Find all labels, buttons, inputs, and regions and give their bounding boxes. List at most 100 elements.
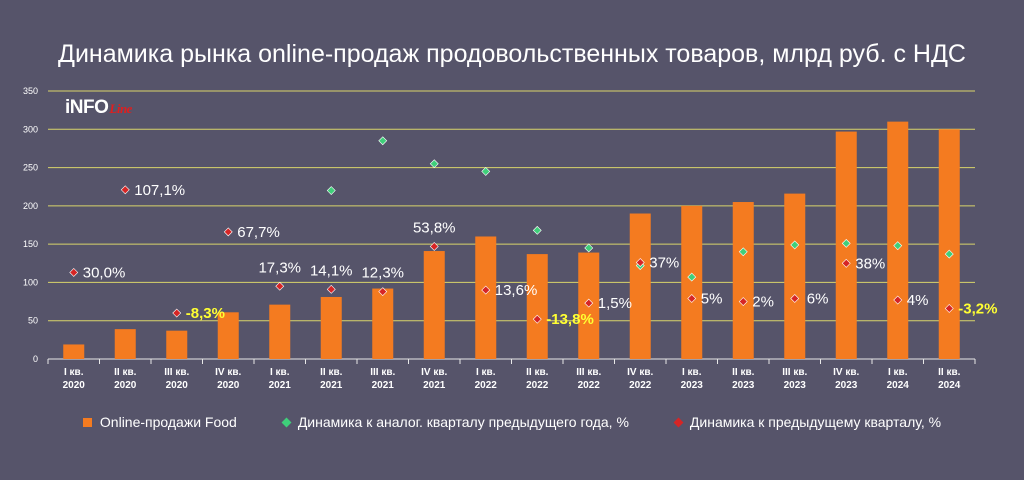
y-tick-label: 200 bbox=[23, 201, 38, 211]
bar bbox=[217, 312, 239, 359]
logo-main: iNFO bbox=[65, 97, 109, 118]
x-tick-label-quarter: IV кв. bbox=[627, 367, 653, 378]
x-tick-label-quarter: I кв. bbox=[64, 367, 84, 378]
qoq-marker bbox=[275, 281, 285, 291]
x-tick-label-quarter: II кв. bbox=[938, 367, 960, 378]
bar bbox=[320, 296, 342, 359]
bar bbox=[269, 304, 291, 359]
x-tick-label-quarter: II кв. bbox=[320, 367, 342, 378]
chart-title: Динамика рынка online-продаж продовольст… bbox=[58, 40, 966, 68]
y-tick-label: 100 bbox=[23, 277, 38, 287]
y-tick-label: 250 bbox=[23, 163, 38, 173]
x-tick-label-year: 2021 bbox=[423, 380, 446, 391]
yoy-marker bbox=[584, 243, 594, 253]
yoy-marker bbox=[326, 186, 336, 195]
x-tick-label-year: 2024 bbox=[887, 380, 910, 391]
qoq-marker bbox=[120, 185, 130, 195]
x-tick-label-year: 2022 bbox=[526, 380, 549, 391]
qoq-marker bbox=[893, 295, 903, 305]
bar bbox=[887, 121, 909, 359]
legend-label-sales: Online-продажи Food bbox=[99, 414, 237, 430]
qoq-marker bbox=[429, 242, 439, 251]
legend-swatch-yoy bbox=[281, 417, 292, 427]
legend-item-sales: Online-продажи Food bbox=[82, 414, 237, 430]
qoq-marker bbox=[944, 304, 954, 313]
y-tick-label: 50 bbox=[28, 316, 38, 326]
yoy-marker bbox=[429, 159, 439, 169]
y-tick-label: 300 bbox=[23, 124, 38, 134]
yoy-marker bbox=[944, 249, 954, 259]
x-tick-label-year: 2021 bbox=[320, 380, 343, 391]
qoq-marker bbox=[584, 298, 594, 308]
yoy-marker bbox=[378, 136, 388, 146]
yoy-marker bbox=[841, 238, 851, 248]
qoq-marker bbox=[790, 294, 800, 303]
x-tick-label-quarter: II кв. bbox=[114, 367, 136, 378]
x-tick-label-year: 2021 bbox=[269, 380, 292, 391]
x-tick-label-year: 2022 bbox=[475, 380, 498, 391]
bar bbox=[732, 202, 754, 359]
qoq-marker bbox=[635, 258, 645, 267]
legend-swatch-qoq bbox=[673, 417, 684, 427]
bar bbox=[475, 236, 497, 359]
x-tick-label-year: 2024 bbox=[938, 380, 961, 391]
x-tick-label-year: 2022 bbox=[578, 380, 601, 391]
qoq-marker bbox=[172, 308, 182, 318]
qoq-marker bbox=[69, 268, 79, 277]
y-tick-label: 0 bbox=[33, 354, 38, 364]
data-label: -13,8% bbox=[546, 311, 594, 328]
data-label: 6% bbox=[807, 291, 829, 308]
x-tick-label-quarter: I кв. bbox=[888, 367, 908, 378]
x-tick-label-year: 2020 bbox=[166, 380, 189, 391]
data-label: 37% bbox=[649, 255, 679, 272]
data-label: 12,3% bbox=[361, 265, 404, 282]
data-label: 2% bbox=[752, 294, 774, 311]
qoq-marker bbox=[378, 287, 388, 297]
data-label: 14,1% bbox=[310, 262, 353, 279]
legend-item-yoy: Динамика к аналог. кварталу предыдущего … bbox=[281, 414, 629, 430]
data-label: 67,7% bbox=[237, 224, 280, 241]
x-tick-label-quarter: II кв. bbox=[732, 367, 754, 378]
bar bbox=[423, 251, 445, 359]
qoq-marker bbox=[481, 285, 491, 295]
data-label: 107,1% bbox=[134, 182, 185, 199]
data-label: 5% bbox=[701, 291, 723, 308]
qoq-marker bbox=[532, 314, 542, 324]
bar bbox=[938, 129, 960, 359]
logo: iNFOLine bbox=[65, 97, 132, 119]
data-label: -8,3% bbox=[186, 305, 225, 322]
x-tick-label-quarter: I кв. bbox=[682, 367, 702, 378]
bar bbox=[784, 193, 806, 359]
x-tick-label-year: 2023 bbox=[681, 380, 704, 391]
x-tick-label-year: 2021 bbox=[372, 380, 395, 391]
y-tick-label: 150 bbox=[23, 239, 38, 249]
data-label: 4% bbox=[907, 292, 929, 309]
bar bbox=[166, 330, 188, 359]
logo-script: Line bbox=[109, 101, 132, 116]
bar bbox=[114, 329, 136, 359]
legend-label-yoy: Динамика к аналог. кварталу предыдущего … bbox=[297, 414, 629, 430]
qoq-marker bbox=[223, 227, 233, 237]
x-tick-label-quarter: III кв. bbox=[576, 367, 601, 378]
yoy-marker bbox=[738, 247, 748, 257]
legend-swatch-bar bbox=[82, 417, 92, 427]
qoq-marker bbox=[687, 294, 697, 303]
x-tick-label-quarter: III кв. bbox=[782, 367, 807, 378]
yoy-marker bbox=[481, 166, 491, 176]
data-label: 17,3% bbox=[258, 259, 301, 276]
legend-item-qoq: Динамика к предыдущему кварталу, % bbox=[673, 414, 941, 430]
x-tick-label-year: 2023 bbox=[732, 380, 755, 391]
data-label: 38% bbox=[855, 255, 885, 272]
x-tick-label-quarter: II кв. bbox=[526, 367, 548, 378]
x-tick-label-quarter: III кв. bbox=[370, 367, 395, 378]
legend: Online-продажи Food Динамика к аналог. к… bbox=[0, 414, 1024, 430]
x-tick-label-year: 2022 bbox=[629, 380, 652, 391]
bar bbox=[372, 288, 394, 359]
x-tick-label-year: 2023 bbox=[784, 380, 807, 391]
x-tick-label-year: 2020 bbox=[63, 380, 86, 391]
qoq-marker bbox=[841, 258, 851, 268]
bar bbox=[63, 344, 85, 359]
x-tick-label-year: 2023 bbox=[835, 380, 858, 391]
